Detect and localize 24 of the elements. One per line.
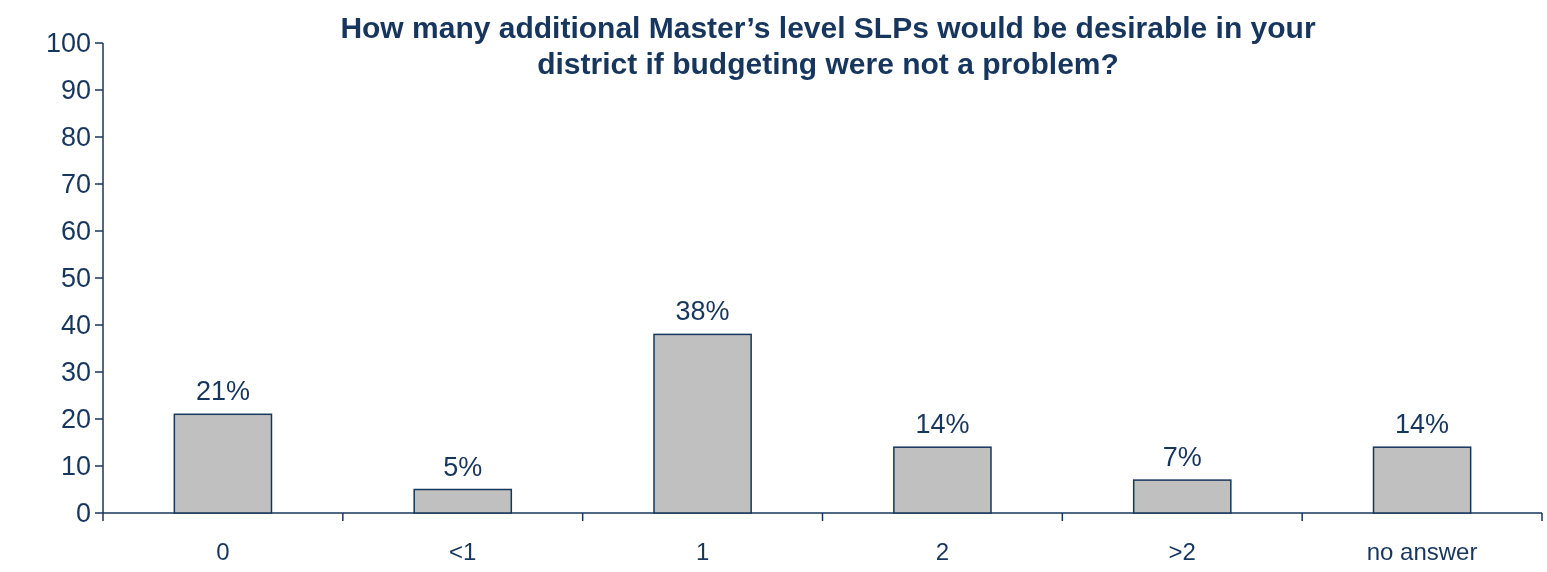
- data-label: 38%: [675, 296, 730, 327]
- data-label: 5%: [443, 451, 483, 482]
- x-tick-label: <1: [449, 538, 477, 565]
- y-tick-label: 70: [60, 169, 91, 200]
- y-tick-label: 100: [45, 28, 91, 59]
- y-tick-label: 20: [60, 404, 91, 435]
- data-label: 7%: [1162, 442, 1202, 473]
- y-tick-label: 0: [75, 498, 91, 529]
- data-label: 14%: [915, 409, 970, 440]
- y-tick-label: 60: [60, 216, 91, 247]
- data-label: 21%: [195, 376, 250, 407]
- x-tick-label: 2: [935, 538, 950, 565]
- chart-title: How many additional Master’s level SLPs would be desirable in your district if budgeting were not a problem?: [340, 11, 1316, 80]
- y-tick-label: 30: [60, 357, 91, 388]
- x-tick-label: 1: [695, 538, 710, 565]
- x-tick-label: no answer: [1366, 538, 1478, 565]
- x-tick-label: >2: [1168, 538, 1196, 565]
- x-tick-label: 0: [216, 538, 230, 565]
- data-label: 14%: [1395, 409, 1450, 440]
- y-tick-label: 80: [60, 122, 91, 153]
- y-tick-label: 90: [60, 75, 91, 106]
- y-tick-label: 10: [60, 451, 91, 482]
- y-tick-label: 50: [60, 263, 91, 294]
- y-tick-label: 40: [60, 310, 91, 341]
